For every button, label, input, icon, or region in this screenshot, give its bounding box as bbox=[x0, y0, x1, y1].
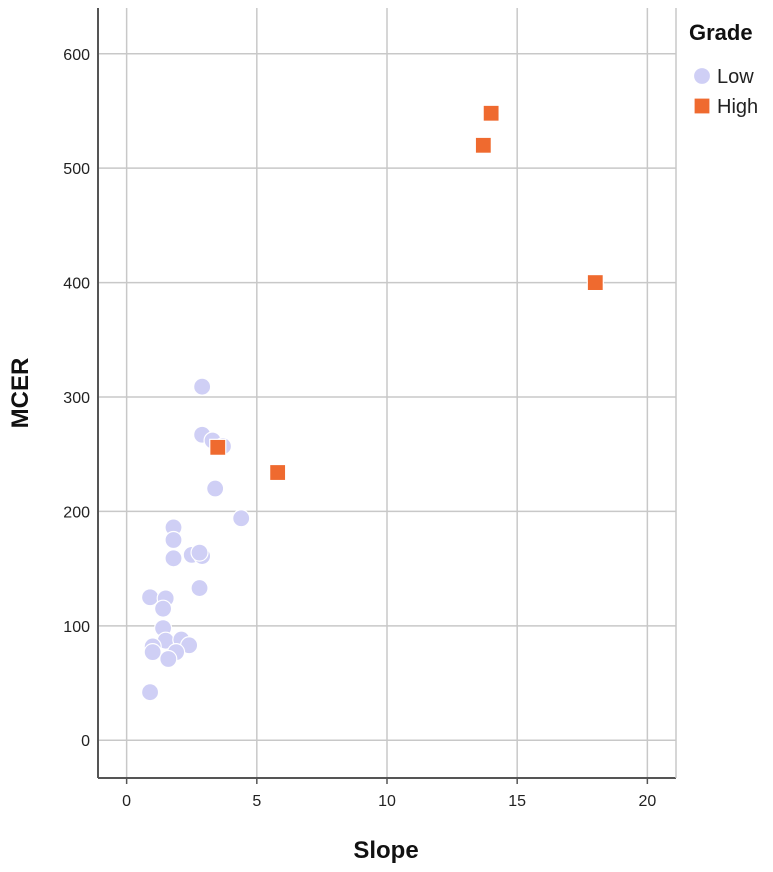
data-points bbox=[140, 104, 604, 702]
legend-label-high: High bbox=[717, 96, 758, 118]
y-tick-label: 600 bbox=[63, 47, 90, 64]
axes bbox=[97, 8, 677, 784]
data-point-low bbox=[153, 599, 173, 618]
legend-marker-high bbox=[693, 97, 711, 115]
data-point-high bbox=[269, 463, 287, 482]
legend: Grade Low High bbox=[689, 20, 758, 118]
grid-lines bbox=[98, 8, 676, 778]
data-point-low bbox=[206, 479, 225, 498]
x-tick-label: 10 bbox=[378, 793, 396, 810]
data-point-low bbox=[232, 509, 251, 528]
y-tick-label: 100 bbox=[63, 619, 90, 636]
x-tick-label: 15 bbox=[508, 793, 526, 810]
y-tick-label: 0 bbox=[81, 733, 90, 750]
x-tick-label: 5 bbox=[252, 793, 261, 810]
y-tick-label: 500 bbox=[63, 161, 90, 178]
data-point-low bbox=[190, 543, 209, 562]
data-point-high bbox=[586, 273, 604, 292]
x-axis-title: Slope bbox=[353, 837, 418, 864]
legend-marker-low bbox=[692, 66, 712, 86]
y-tick-label: 300 bbox=[63, 390, 90, 407]
x-tick-label: 0 bbox=[122, 793, 131, 810]
data-point-low bbox=[190, 578, 209, 598]
y-tick-label: 200 bbox=[63, 504, 90, 521]
data-point-low bbox=[164, 530, 183, 550]
data-point-high bbox=[474, 136, 492, 154]
data-point-high bbox=[209, 438, 227, 456]
x-tick-label: 20 bbox=[638, 793, 656, 810]
legend-items: Low High bbox=[692, 66, 758, 118]
data-point-high bbox=[482, 104, 500, 122]
y-tick-label: 400 bbox=[63, 276, 90, 293]
data-point-low bbox=[164, 549, 183, 568]
data-point-low bbox=[143, 643, 162, 662]
data-point-low bbox=[193, 377, 212, 396]
data-point-low bbox=[159, 649, 178, 669]
legend-label-low: Low bbox=[717, 66, 754, 88]
legend-title: Grade bbox=[689, 20, 753, 45]
tick-labels: 0 100 200 300 400 500 600 0 5 10 15 20 bbox=[63, 47, 656, 810]
data-point-low bbox=[140, 683, 160, 702]
y-axis-title: MCER bbox=[7, 358, 34, 429]
